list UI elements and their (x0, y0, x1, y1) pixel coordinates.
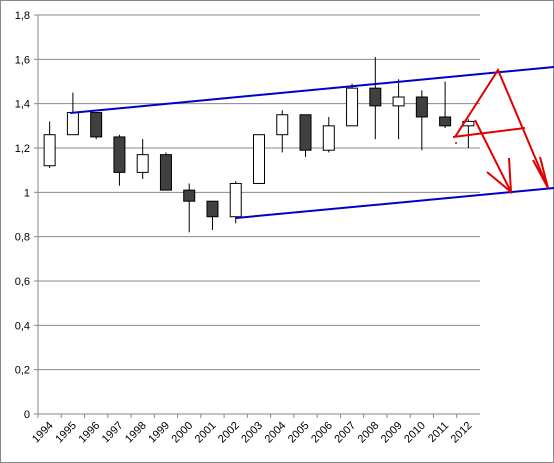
candle-body (113, 136, 126, 173)
candle-body (43, 134, 56, 167)
y-tick-label: 0,4 (15, 320, 30, 332)
candle-body (369, 87, 382, 107)
y-tick-label: 1,2 (15, 143, 30, 155)
arrow-head (486, 157, 513, 195)
candle-body (276, 114, 289, 136)
candle-body (299, 114, 312, 151)
y-tick-label: 1,8 (15, 10, 30, 22)
candle-body (415, 96, 428, 118)
candle-body (183, 189, 196, 202)
arrow-dot (455, 142, 457, 144)
candle-body (90, 112, 103, 138)
y-tick-label: 1,6 (15, 54, 30, 66)
y-tick-label: 0,2 (15, 365, 30, 377)
candle-body (392, 96, 405, 107)
candle-body (229, 182, 242, 218)
candle-body (66, 112, 79, 136)
candle-body (206, 200, 219, 218)
candle-body (136, 154, 149, 173)
y-tick-label: 0,6 (15, 276, 30, 288)
arrow-sketch (474, 119, 512, 193)
candle-body (253, 134, 265, 184)
y-tick-label: 0,8 (15, 232, 30, 244)
y-tick-label: 0 (24, 409, 30, 421)
trend-line-upper (69, 66, 554, 114)
y-tick-label: 1 (24, 187, 30, 199)
trend-line-lower (235, 187, 554, 219)
arrow-head (532, 156, 549, 189)
candle-body (322, 125, 335, 151)
y-tick-label: 1,4 (15, 99, 30, 111)
arrow-sketch (452, 127, 526, 138)
annotations (69, 66, 554, 219)
candle-body (346, 87, 359, 127)
arrow-sketch (454, 67, 549, 189)
candle-body (159, 154, 172, 191)
candle-body (439, 116, 452, 127)
